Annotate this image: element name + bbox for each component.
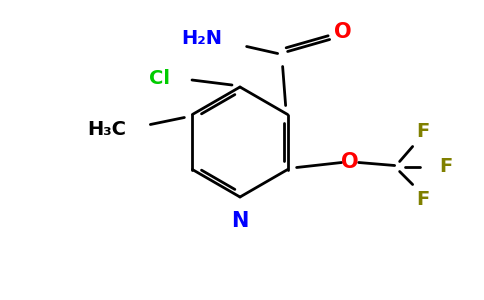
Text: O: O [334,22,351,41]
Text: O: O [341,152,359,172]
Text: H₃C: H₃C [88,120,126,139]
Text: N: N [231,211,249,231]
Text: F: F [439,157,453,176]
Text: Cl: Cl [149,70,170,88]
Text: H₂N: H₂N [182,29,223,48]
Text: F: F [416,122,429,141]
Text: F: F [416,190,429,209]
